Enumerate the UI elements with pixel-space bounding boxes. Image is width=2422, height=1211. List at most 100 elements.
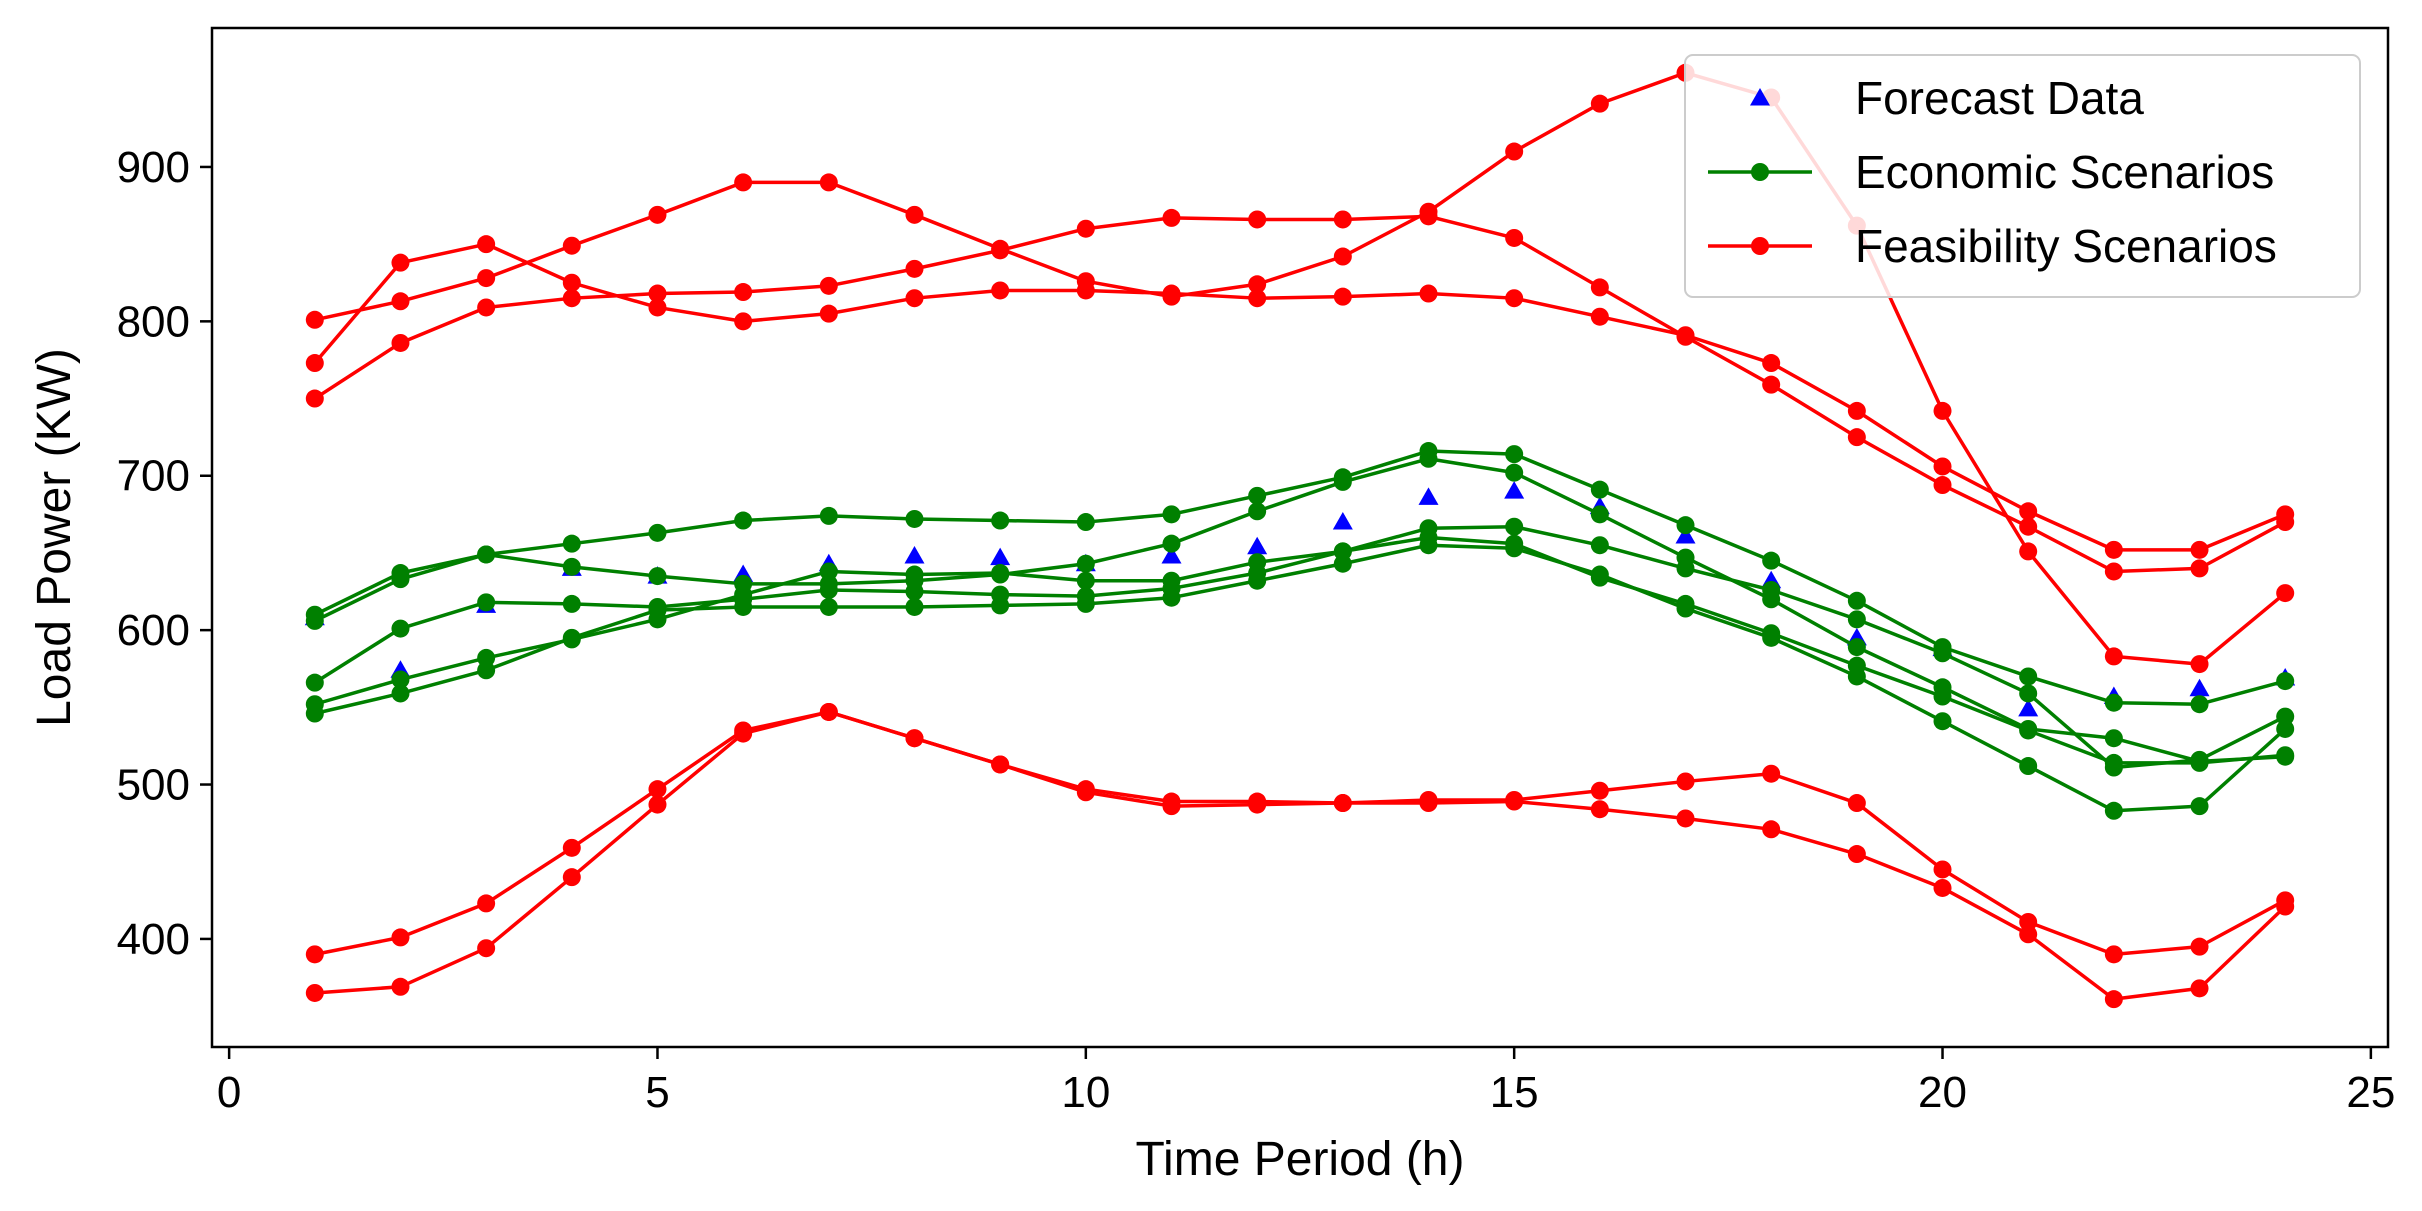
y-tick-label: 600: [117, 606, 190, 655]
feasibility-line: [314, 71, 2287, 666]
feasibility-point: [734, 724, 753, 743]
feasibility-line: [313, 214, 2287, 574]
economic-point: [819, 597, 838, 616]
economic-point: [1676, 559, 1695, 578]
forecast-point: [2018, 698, 2039, 717]
forecast-point: [1418, 487, 1439, 505]
economic-point: [1248, 571, 1267, 590]
feasibility-point: [562, 838, 581, 857]
feasibility-point: [648, 205, 667, 224]
economic-point: [1419, 536, 1438, 555]
economic-point: [1505, 445, 1524, 464]
feasibility-point: [562, 289, 581, 308]
feasibility-point: [2104, 945, 2123, 964]
feasibility-point: [305, 389, 324, 408]
economic-point: [562, 534, 581, 553]
feasibility-point: [905, 729, 924, 748]
economic-point: [1248, 486, 1267, 505]
feasibility-point: [819, 276, 838, 295]
feasibility-point: [305, 983, 324, 1002]
forecast-point: [1675, 525, 1696, 544]
economic-point: [2019, 721, 2038, 740]
forecast-point: [904, 546, 925, 564]
legend-feasibility-label: Feasibility Scenarios: [1855, 220, 2277, 272]
feasibility-point: [1590, 800, 1609, 819]
feasibility-point: [1419, 794, 1438, 813]
feasibility-point: [1419, 207, 1438, 226]
economic-point: [648, 601, 667, 620]
economic-point: [819, 562, 838, 581]
legend-entry-forecast: Forecast Data: [1750, 72, 2144, 124]
economic-point: [1162, 588, 1181, 607]
feasibility-point: [648, 780, 667, 799]
economic-point: [2104, 693, 2123, 712]
legend: Forecast Data Economic Scenarios Feasibi…: [1684, 54, 2361, 298]
economic-point: [1076, 554, 1095, 573]
economic-point: [1076, 513, 1095, 532]
feasibility-point: [1847, 845, 1866, 864]
feasibility-point: [1762, 820, 1781, 839]
economic-point: [1762, 628, 1781, 647]
feasibility-point: [1248, 795, 1267, 814]
economic-point: [991, 564, 1010, 583]
feasibility-point: [1590, 94, 1609, 113]
economic-point: [734, 597, 753, 616]
feasibility-point: [1076, 783, 1095, 802]
feasibility-point: [1676, 809, 1695, 828]
y-axis-label: Load Power (KW): [28, 348, 81, 727]
economic-point: [1076, 594, 1095, 613]
y-tick-label: 700: [117, 452, 190, 501]
economic-point: [562, 557, 581, 576]
feasibility-point: [1419, 284, 1438, 303]
feasibility-point: [1333, 247, 1352, 266]
economic-point: [1676, 516, 1695, 535]
feasibility-point: [1162, 208, 1181, 227]
economic-point: [819, 506, 838, 525]
feasibility-point: [1590, 307, 1609, 326]
feasibility-point: [1933, 878, 1952, 897]
feasibility-point: [305, 354, 324, 373]
economic-point: [1162, 534, 1181, 553]
feasibility-point: [1762, 764, 1781, 783]
economic-point: [991, 511, 1010, 530]
economic-point: [1248, 502, 1267, 521]
feasibility-point: [562, 273, 581, 292]
y-tick-label: 800: [117, 297, 190, 346]
x-tick-label: 0: [217, 1068, 241, 1117]
economic-point: [648, 567, 667, 586]
economic-point: [1162, 505, 1181, 524]
feasibility-point: [477, 298, 496, 317]
feasibility-point: [2019, 502, 2038, 521]
feasibility-point: [2276, 897, 2295, 916]
economic-point: [1676, 599, 1695, 618]
feasibility-point: [1505, 228, 1524, 247]
economic-point: [819, 580, 838, 599]
economic-point: [1248, 553, 1267, 572]
legend-forecast-label: Forecast Data: [1855, 72, 2144, 124]
feasibility-point: [2190, 979, 2209, 998]
feasibility-point: [1762, 354, 1781, 373]
feasibility-point: [305, 945, 324, 964]
forecast-point: [990, 547, 1011, 566]
forecast-point: [1161, 546, 1182, 564]
feasibility-point: [1505, 289, 1524, 308]
feasibility-point: [1505, 792, 1524, 811]
feasibility-line: [314, 710, 2287, 1001]
economic-point: [648, 523, 667, 542]
economic-point: [1762, 580, 1781, 599]
y-tick-label: 900: [117, 143, 190, 192]
feasibility-point: [305, 310, 324, 329]
feasibility-point: [2190, 540, 2209, 559]
economic-point: [391, 670, 410, 689]
economic-line: [314, 457, 2286, 764]
feasibility-point: [1933, 401, 1952, 420]
feasibility-point: [1676, 772, 1695, 791]
economic-point: [1419, 519, 1438, 538]
legend-forecast-marker: [1750, 88, 1770, 106]
feasibility-point: [2190, 655, 2209, 674]
feasibility-point: [905, 205, 924, 224]
economic-point: [2019, 757, 2038, 776]
economic-point: [734, 511, 753, 530]
feasibility-point: [391, 253, 410, 272]
